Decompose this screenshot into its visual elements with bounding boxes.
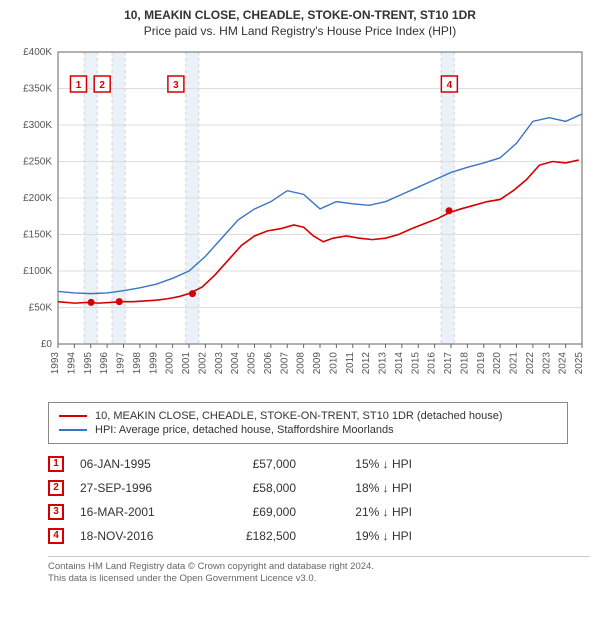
svg-text:£50K: £50K xyxy=(29,303,53,314)
svg-text:2000: 2000 xyxy=(165,352,176,375)
chart-container: 10, MEAKIN CLOSE, CHEADLE, STOKE-ON-TREN… xyxy=(0,0,600,592)
footer-line: This data is licensed under the Open Gov… xyxy=(48,573,590,585)
svg-text:2020: 2020 xyxy=(492,352,503,375)
transaction-marker: 3 xyxy=(48,504,64,520)
transaction-price: £57,000 xyxy=(206,457,296,471)
svg-text:1993: 1993 xyxy=(50,352,61,375)
svg-text:2: 2 xyxy=(99,80,105,91)
svg-text:2018: 2018 xyxy=(459,352,470,375)
transaction-price: £69,000 xyxy=(206,505,296,519)
transaction-pct: 18% ↓ HPI xyxy=(312,481,412,495)
transaction-date: 16-MAR-2001 xyxy=(80,505,190,519)
legend-label: HPI: Average price, detached house, Staf… xyxy=(95,424,394,436)
sale-point xyxy=(189,290,196,297)
transaction-row: 2 27-SEP-1996 £58,000 18% ↓ HPI xyxy=(48,476,568,500)
title-block: 10, MEAKIN CLOSE, CHEADLE, STOKE-ON-TREN… xyxy=(10,8,590,38)
svg-text:2022: 2022 xyxy=(525,352,536,375)
footer: Contains HM Land Registry data © Crown c… xyxy=(48,556,590,586)
svg-text:£150K: £150K xyxy=(23,230,52,241)
svg-text:1997: 1997 xyxy=(116,352,127,375)
svg-text:2014: 2014 xyxy=(394,352,405,375)
legend-label: 10, MEAKIN CLOSE, CHEADLE, STOKE-ON-TREN… xyxy=(95,410,503,422)
svg-text:2025: 2025 xyxy=(574,352,585,375)
legend-swatch xyxy=(59,415,87,417)
svg-text:1: 1 xyxy=(76,80,82,91)
svg-text:2013: 2013 xyxy=(378,352,389,375)
svg-text:2011: 2011 xyxy=(345,352,356,374)
title-main: 10, MEAKIN CLOSE, CHEADLE, STOKE-ON-TREN… xyxy=(10,8,590,22)
legend-row: HPI: Average price, detached house, Staf… xyxy=(59,423,557,437)
svg-text:2023: 2023 xyxy=(541,352,552,375)
svg-text:£200K: £200K xyxy=(23,193,52,204)
svg-text:1994: 1994 xyxy=(66,352,77,375)
chart-svg: £0 £50K £100K £150K £200K £250K £300K £350K £400… xyxy=(10,44,590,394)
svg-text:£300K: £300K xyxy=(23,120,52,131)
svg-text:2005: 2005 xyxy=(247,352,258,375)
svg-text:2009: 2009 xyxy=(312,352,323,375)
transaction-date: 18-NOV-2016 xyxy=(80,529,190,543)
svg-text:2021: 2021 xyxy=(509,352,520,375)
svg-text:1995: 1995 xyxy=(83,352,94,375)
svg-text:2024: 2024 xyxy=(558,352,569,375)
svg-text:2001: 2001 xyxy=(181,352,192,375)
legend: 10, MEAKIN CLOSE, CHEADLE, STOKE-ON-TREN… xyxy=(48,402,568,444)
chart: £0 £50K £100K £150K £200K £250K £300K £350K £400… xyxy=(10,44,590,394)
transaction-row: 1 06-JAN-1995 £57,000 15% ↓ HPI xyxy=(48,452,568,476)
title-sub: Price paid vs. HM Land Registry's House … xyxy=(10,24,590,38)
svg-text:£400K: £400K xyxy=(23,47,52,58)
transaction-price: £58,000 xyxy=(206,481,296,495)
transaction-marker: 2 xyxy=(48,480,64,496)
svg-text:1998: 1998 xyxy=(132,352,143,375)
transaction-pct: 19% ↓ HPI xyxy=(312,529,412,543)
svg-text:2012: 2012 xyxy=(361,352,372,375)
svg-text:£0: £0 xyxy=(41,339,53,350)
svg-text:2002: 2002 xyxy=(197,352,208,375)
legend-row: 10, MEAKIN CLOSE, CHEADLE, STOKE-ON-TREN… xyxy=(59,409,557,423)
svg-text:£350K: £350K xyxy=(23,84,52,95)
transaction-date: 27-SEP-1996 xyxy=(80,481,190,495)
svg-text:1996: 1996 xyxy=(99,352,110,375)
sale-point xyxy=(446,207,453,214)
transaction-marker: 1 xyxy=(48,456,64,472)
svg-text:2007: 2007 xyxy=(279,352,290,375)
svg-text:2017: 2017 xyxy=(443,352,454,375)
svg-text:2019: 2019 xyxy=(476,352,487,375)
transaction-row: 3 16-MAR-2001 £69,000 21% ↓ HPI xyxy=(48,500,568,524)
transaction-price: £182,500 xyxy=(206,529,296,543)
svg-text:2004: 2004 xyxy=(230,352,241,375)
svg-text:2008: 2008 xyxy=(296,352,307,375)
svg-text:1999: 1999 xyxy=(148,352,159,375)
svg-text:2003: 2003 xyxy=(214,352,225,375)
svg-text:2006: 2006 xyxy=(263,352,274,375)
svg-text:2016: 2016 xyxy=(427,352,438,375)
sale-point xyxy=(116,298,123,305)
legend-swatch xyxy=(59,429,87,431)
svg-text:4: 4 xyxy=(447,80,453,91)
transaction-marker: 4 xyxy=(48,528,64,544)
svg-text:3: 3 xyxy=(173,80,179,91)
transaction-row: 4 18-NOV-2016 £182,500 19% ↓ HPI xyxy=(48,524,568,548)
sale-point xyxy=(88,299,95,306)
transaction-pct: 21% ↓ HPI xyxy=(312,505,412,519)
transactions-table: 1 06-JAN-1995 £57,000 15% ↓ HPI 2 27-SEP-1996… xyxy=(48,452,568,548)
svg-text:2015: 2015 xyxy=(410,352,421,375)
svg-text:2010: 2010 xyxy=(328,352,339,375)
transaction-pct: 15% ↓ HPI xyxy=(312,457,412,471)
footer-line: Contains HM Land Registry data © Crown c… xyxy=(48,561,590,573)
svg-text:£250K: £250K xyxy=(23,157,52,168)
svg-text:£100K: £100K xyxy=(23,266,52,277)
transaction-date: 06-JAN-1995 xyxy=(80,457,190,471)
